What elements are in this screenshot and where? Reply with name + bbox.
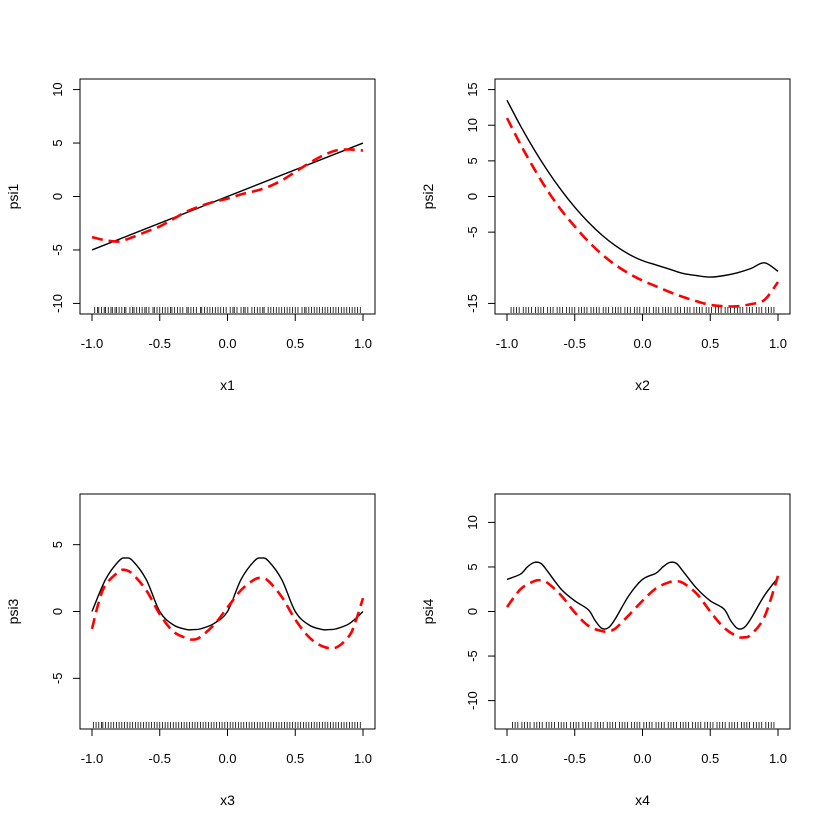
x-tick-label: 0.5: [701, 336, 719, 351]
x-tick-label: 1.0: [354, 751, 372, 766]
rug-marks: [94, 307, 361, 313]
estimated-function-line: [505, 117, 780, 308]
y-tick-label: 10: [465, 515, 480, 529]
estimated-function-line: [91, 148, 364, 243]
y-tick-label: 0: [465, 193, 480, 200]
x-tick-label: -0.5: [149, 751, 171, 766]
y-axis-label: psi1: [5, 183, 21, 209]
x-tick-label: 0.5: [286, 751, 304, 766]
x-tick-label: 0.5: [701, 751, 719, 766]
true-function-line: [506, 561, 779, 630]
plot-frame: [494, 493, 791, 730]
y-tick-label: -10: [50, 294, 65, 313]
rug-marks: [92, 722, 361, 728]
x-tick-label: 1.0: [769, 336, 787, 351]
true-function-line: [91, 142, 364, 251]
x-axis-label: x4: [635, 792, 650, 808]
y-tick-label: 5: [50, 541, 65, 548]
y-tick-label: -5: [50, 673, 65, 685]
y-tick-label: 15: [465, 82, 480, 96]
y-axis-label: psi3: [5, 598, 21, 624]
y-tick-label: 0: [50, 193, 65, 200]
x-tick-label: 0.0: [633, 336, 651, 351]
x-tick-label: 0.0: [633, 751, 651, 766]
x-tick-label: -0.5: [149, 336, 171, 351]
x-tick-label: 0.0: [218, 336, 236, 351]
x-axis-label: x2: [635, 377, 650, 393]
y-tick-label: -10: [465, 691, 480, 710]
y-tick-label: -5: [465, 226, 480, 238]
rug-marks: [510, 307, 775, 313]
y-tick-label: 10: [50, 82, 65, 96]
y-tick-label: -15: [465, 294, 480, 313]
y-tick-label: 10: [465, 118, 480, 132]
y-tick-label: -5: [465, 650, 480, 662]
true-function-line: [506, 99, 779, 278]
x-tick-label: 1.0: [769, 751, 787, 766]
panel-psi4-vs-x4: -1.0 -0.5 0.0 0.5 1.0 -10 -5 0 5 10 x4 psi4: [420, 493, 791, 808]
y-axis-label: psi2: [420, 183, 436, 209]
x-tick-label: -1.0: [496, 336, 518, 351]
x-tick-label: -0.5: [564, 336, 586, 351]
panel-psi2-vs-x2: -1.0 -0.5 0.0 0.5 1.0 -15 -5 0 5 10 15 x2 psi2: [420, 78, 791, 393]
x-tick-label: -1.0: [496, 751, 518, 766]
x-tick-label: -0.5: [564, 751, 586, 766]
y-tick-label: 5: [465, 157, 480, 164]
true-function-line: [91, 557, 364, 631]
y-tick-label: 5: [50, 139, 65, 146]
panel-psi3-vs-x3: -1.0 -0.5 0.0 0.5 1.0 -5 0 5 x3 psi3: [5, 493, 376, 808]
y-tick-label: -5: [50, 244, 65, 256]
x-tick-label: 0.5: [286, 336, 304, 351]
x-tick-label: 0.0: [218, 751, 236, 766]
y-tick-label: 0: [50, 608, 65, 615]
rug-marks: [512, 722, 775, 728]
x-tick-label: -1.0: [81, 751, 103, 766]
y-tick-label: 5: [465, 563, 480, 570]
panel-psi1-vs-x1: -1.0 -0.5 0.0 0.5 1.0 -10 -5 0 5 10 x1 psi1: [5, 78, 376, 393]
y-axis-label: psi4: [420, 598, 436, 624]
y-tick-label: 0: [465, 608, 480, 615]
x-tick-label: 1.0: [354, 336, 372, 351]
x-tick-label: -1.0: [81, 336, 103, 351]
estimated-function-line: [90, 568, 365, 650]
x-axis-label: x3: [220, 792, 235, 808]
estimated-function-line: [505, 575, 780, 639]
x-axis-label: x1: [220, 377, 235, 393]
plot-frame: [494, 78, 791, 315]
